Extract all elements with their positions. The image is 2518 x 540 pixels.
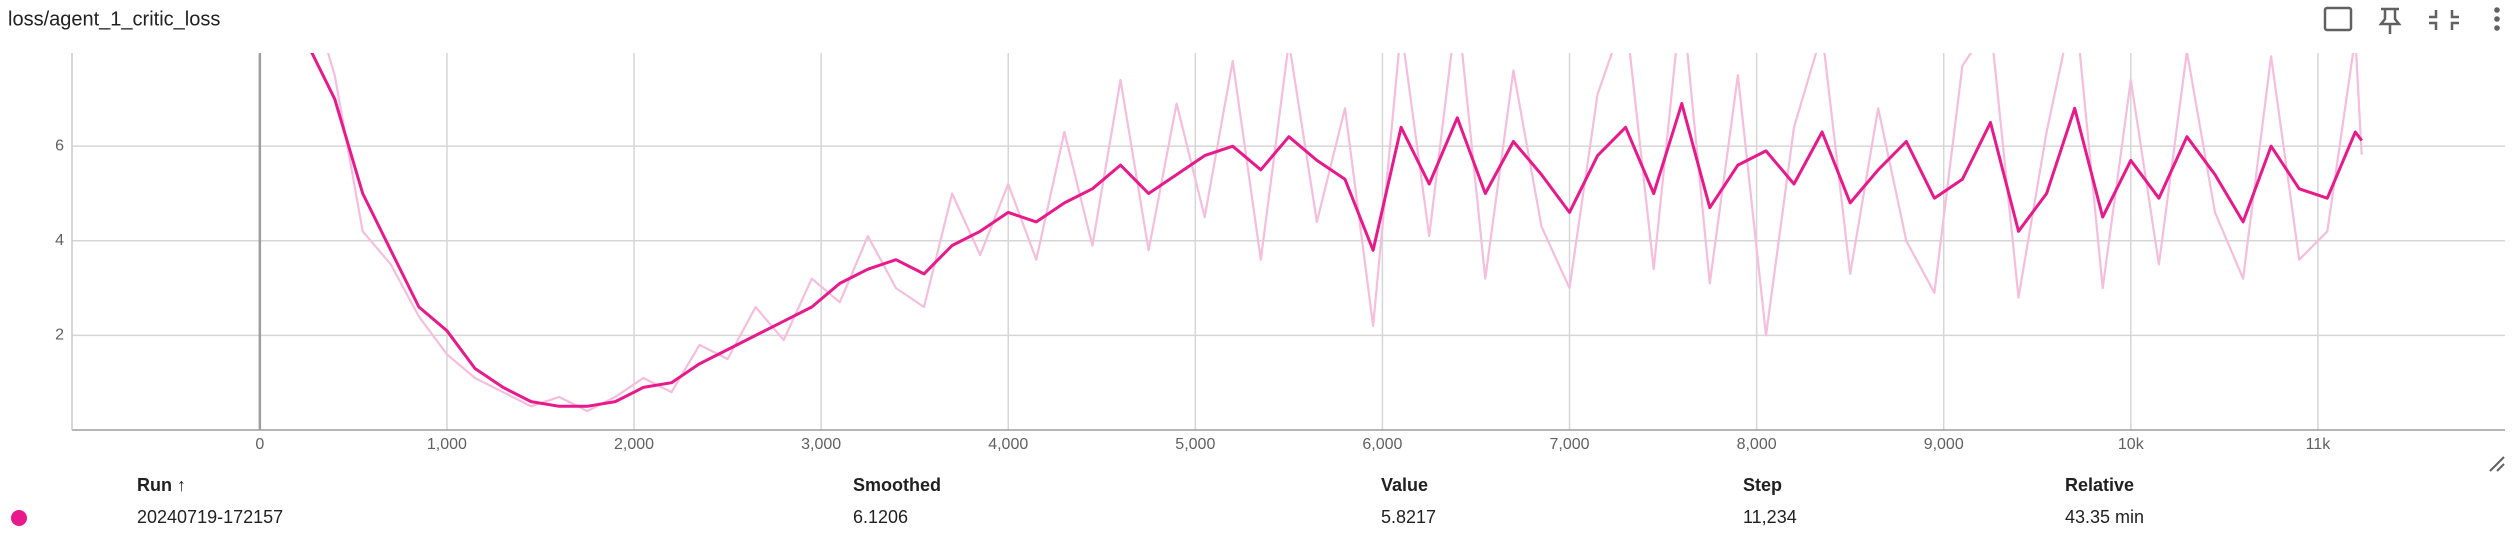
pin-button[interactable]: [2378, 7, 2402, 34]
x-tick-label: 7,000: [1549, 436, 1589, 453]
x-tick-label: 9,000: [1924, 436, 1964, 453]
fit-domain-button[interactable]: [2323, 6, 2353, 32]
table-header: Smoothed: [853, 475, 941, 495]
table-header: Run ↑: [137, 475, 186, 495]
x-tick-label: 2,000: [614, 436, 654, 453]
x-tick-label: 11k: [2306, 436, 2332, 453]
grid: 2 4 6 0 1,000 2,000 3,000 4,000 5,000 6,000 7,000 8…: [55, 53, 2505, 453]
more-menu[interactable]: [2494, 7, 2500, 31]
series-line: [326, 53, 2363, 413]
table-cell: 43.35 min: [2065, 507, 2144, 527]
x-tick-label: 1,000: [427, 436, 467, 453]
x-tick-label: 4,000: [988, 436, 1028, 453]
table-cell: 11,234: [1743, 507, 1797, 527]
y-tick-label: 4: [55, 232, 64, 249]
plot-lines: [310, 53, 2363, 413]
table-cell: 5.8217: [1381, 507, 1436, 527]
table-header: Step: [1743, 475, 1782, 495]
x-tick-label: 6,000: [1362, 436, 1402, 453]
y-tick-label: 2: [55, 327, 64, 344]
toolbar: [2323, 6, 2459, 34]
table-cell: 20240719-172157: [137, 507, 283, 527]
table-header: Relative: [2065, 475, 2134, 495]
chart-title: loss/agent_1_critic_loss: [8, 8, 220, 30]
x-tick-label: 8,000: [1737, 436, 1777, 453]
resize-handle[interactable]: [2489, 456, 2505, 472]
run-table: Run ↑ Smoothed Value Step Relative 20240719-1…: [11, 475, 2144, 527]
y-tick-label: 6: [55, 137, 64, 154]
table-header: Value: [1381, 475, 1428, 495]
x-tick-label: 3,000: [801, 436, 841, 453]
x-tick-label: 0: [255, 436, 264, 453]
table-cell: 6.1206: [853, 507, 908, 527]
collapse-button[interactable]: [2429, 10, 2459, 30]
x-tick-label: 10k: [2118, 436, 2145, 453]
x-tick-label: 5,000: [1175, 436, 1215, 453]
series-line: [310, 53, 2363, 408]
run-color-dot: [11, 510, 27, 526]
